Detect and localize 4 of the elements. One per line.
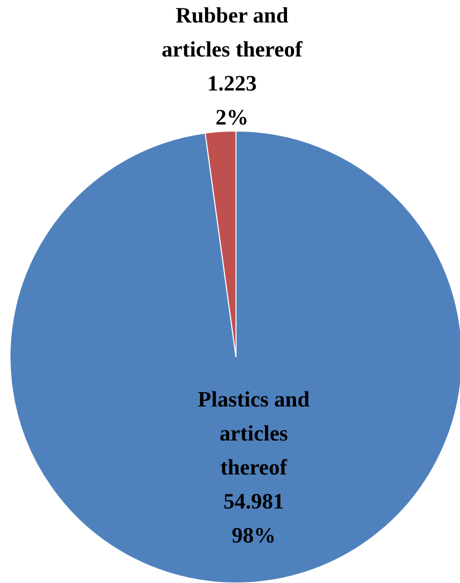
- data-label: 54.981 98%: [223, 488, 284, 548]
- slice-label: Plastics and articles thereof: [198, 386, 310, 480]
- data-label: 1.223 2%: [207, 70, 257, 130]
- slice-label: Rubber and articles thereof: [162, 2, 304, 62]
